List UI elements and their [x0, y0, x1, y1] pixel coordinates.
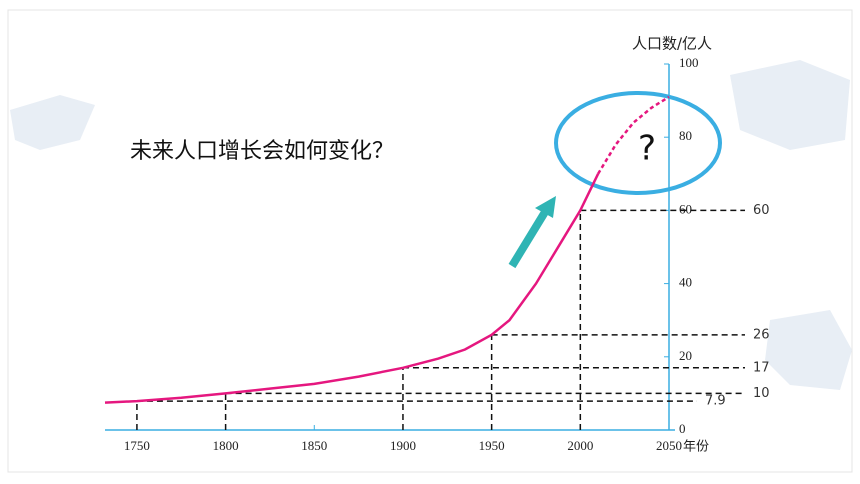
population-line — [104, 173, 600, 404]
y-axis-label: 人口数/亿人 — [632, 35, 712, 53]
trend-arrow — [508, 196, 556, 269]
x-tick-label: 1900 — [390, 438, 416, 453]
y-tick-label: 40 — [679, 275, 692, 290]
y-tick-label: 80 — [679, 128, 692, 143]
x-tick-label: 1800 — [213, 438, 239, 453]
x-axis-label: 年份 — [683, 440, 709, 455]
y-tick-label: 0 — [679, 421, 686, 436]
reference-label: 7.9 — [705, 394, 726, 409]
x-tick-label: 2050 — [656, 438, 682, 453]
y-tick-label: 100 — [679, 55, 699, 70]
x-tick-label: 1850 — [301, 438, 327, 453]
y-tick-label: 20 — [679, 348, 692, 363]
x-tick-label: 1750 — [124, 438, 150, 453]
reference-label: 26 — [753, 327, 770, 342]
x-tick-label: 1950 — [479, 438, 505, 453]
projection-line — [597, 95, 670, 175]
callout-text: ? — [638, 129, 656, 169]
reference-label: 17 — [753, 360, 770, 375]
slide-frame — [7, 9, 853, 473]
background-map — [10, 60, 852, 390]
callout-ellipse — [554, 91, 722, 195]
reference-label: 10 — [753, 386, 770, 401]
y-tick-label: 60 — [679, 201, 692, 216]
question-title: 未来人口增长会如何变化？ — [130, 139, 394, 164]
x-tick-label: 2000 — [567, 438, 593, 453]
reference-label: 60 — [753, 203, 770, 218]
